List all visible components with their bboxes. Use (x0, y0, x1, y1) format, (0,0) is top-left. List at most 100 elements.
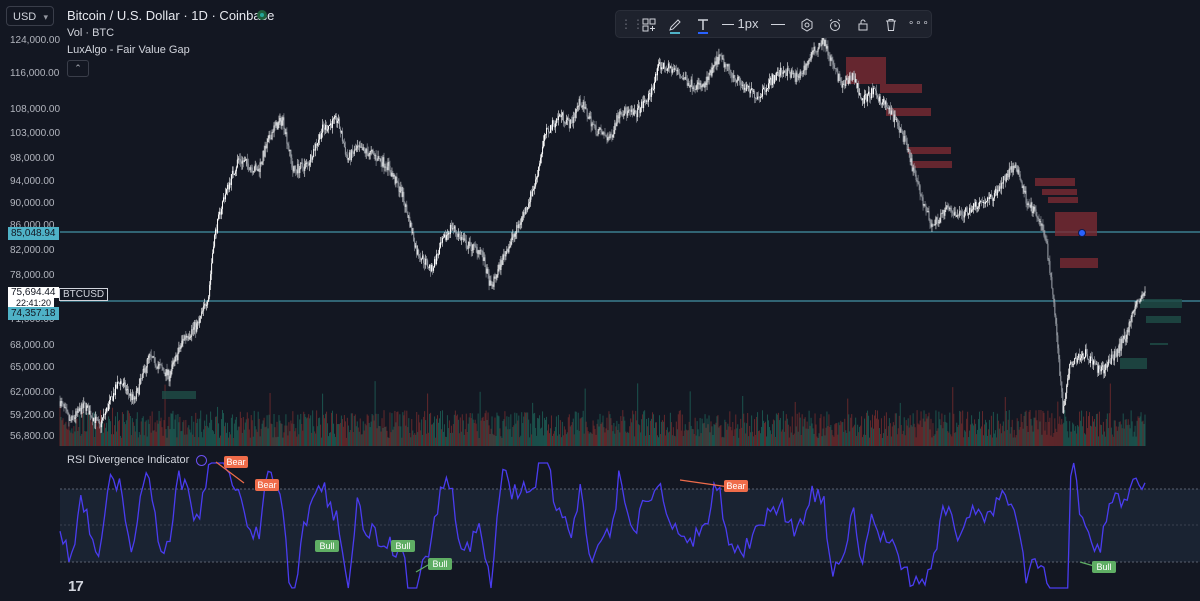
candle (599, 126, 601, 130)
candle (94, 413, 96, 429)
price-axis-label: 86,000.00 (10, 220, 55, 231)
currency-selector[interactable]: USD ▾ (6, 6, 54, 26)
add-object-icon[interactable] (638, 11, 660, 37)
volume-bar (1076, 433, 1078, 446)
candle-body (454, 226, 456, 233)
fvg-bear-zone (886, 108, 931, 116)
candle (526, 206, 528, 215)
candle (739, 76, 741, 86)
candle (804, 62, 806, 76)
candle (196, 319, 198, 334)
volume-bar (278, 415, 280, 446)
volume-bar (558, 434, 560, 446)
volume-bar (1080, 420, 1082, 446)
volume-bar (63, 424, 65, 446)
alarm-add-icon[interactable] (824, 11, 846, 37)
candle-body (1054, 302, 1056, 316)
volume-bar (623, 416, 625, 446)
candle-body (750, 90, 752, 94)
tradingview-logo-icon[interactable]: 17 (68, 578, 84, 595)
candle-body (129, 393, 131, 396)
volume-bar (671, 435, 673, 446)
settings-hex-icon[interactable] (796, 11, 818, 37)
candle (677, 67, 679, 75)
candle-body (776, 72, 778, 73)
rsi-indicator-title[interactable]: RSI Divergence Indicator (67, 454, 208, 466)
candle (328, 125, 330, 134)
candle (1060, 371, 1062, 386)
candle-body (157, 365, 159, 369)
volume-bar (917, 423, 919, 446)
candle-body (124, 382, 126, 391)
candle-body (1008, 168, 1010, 178)
candle-body (400, 187, 402, 192)
candle (940, 209, 942, 224)
volume-bar (1042, 411, 1044, 446)
candle-body (1090, 356, 1092, 358)
text-icon[interactable] (692, 11, 714, 37)
candle-body (525, 207, 527, 214)
candle (568, 117, 570, 132)
candle (968, 212, 970, 219)
volume-bar (1139, 416, 1141, 446)
volume-bar (756, 416, 758, 446)
candle-body (655, 73, 657, 82)
volume-bar (212, 429, 214, 446)
candle-body (1125, 338, 1127, 342)
candle-body (437, 254, 439, 256)
volume-bar (276, 421, 278, 446)
candle (732, 73, 734, 83)
volume-bar (414, 433, 416, 446)
candle (380, 155, 382, 168)
line-width-selector[interactable]: 1px (720, 11, 760, 37)
volume-bar (512, 426, 514, 446)
candle (1090, 351, 1092, 361)
candle (853, 70, 855, 80)
candle (221, 206, 223, 220)
fvg-legend[interactable]: LuxAlgo - Fair Value Gap (67, 44, 190, 56)
volume-bar (250, 415, 252, 446)
candle-body (520, 222, 522, 225)
candle-body (711, 67, 713, 76)
volume-bar (795, 426, 797, 446)
volume-bar (1062, 424, 1064, 446)
volume-bar (267, 428, 269, 446)
lock-icon[interactable] (852, 11, 874, 37)
symbol-title[interactable]: Bitcoin / U.S. Dollar · 1D · Coinbase (67, 8, 275, 23)
candle (306, 159, 308, 168)
candle (1046, 235, 1048, 245)
more-icon[interactable]: ∘∘∘ (908, 18, 930, 29)
candle (565, 114, 567, 125)
volume-bar (760, 433, 762, 446)
volume-bar (593, 425, 595, 446)
candle (1018, 167, 1020, 178)
candle (686, 75, 688, 89)
volume-legend[interactable]: Vol · BTC (67, 27, 115, 39)
volume-bar (867, 410, 869, 446)
candle (767, 78, 769, 93)
candle (272, 128, 274, 133)
candle (768, 73, 770, 90)
volume-bar (1052, 436, 1054, 446)
line-style-button[interactable] (766, 11, 790, 37)
candle-body (1079, 354, 1081, 361)
collapse-chevron-icon[interactable]: ⌃ (67, 60, 89, 77)
hline-price-tag[interactable]: 85,048.94 (8, 227, 59, 240)
drag-handle-icon[interactable]: ⋮⋮ (620, 17, 644, 31)
candle (615, 121, 617, 131)
lower-line-price-tag[interactable]: 74,357.18 (8, 307, 59, 320)
volume-bar (425, 420, 427, 446)
brush-icon[interactable] (664, 11, 686, 37)
candle (467, 241, 469, 254)
candle-body (533, 188, 535, 191)
indicator-settings-icon[interactable] (196, 454, 208, 466)
trash-icon[interactable] (880, 11, 902, 37)
volume-bar (736, 428, 738, 446)
candle-body (774, 75, 776, 81)
volume-bar (1132, 436, 1134, 446)
volume-bar (443, 424, 445, 446)
candle-body (502, 255, 504, 265)
volume-bar (495, 435, 497, 446)
candle (125, 385, 127, 395)
